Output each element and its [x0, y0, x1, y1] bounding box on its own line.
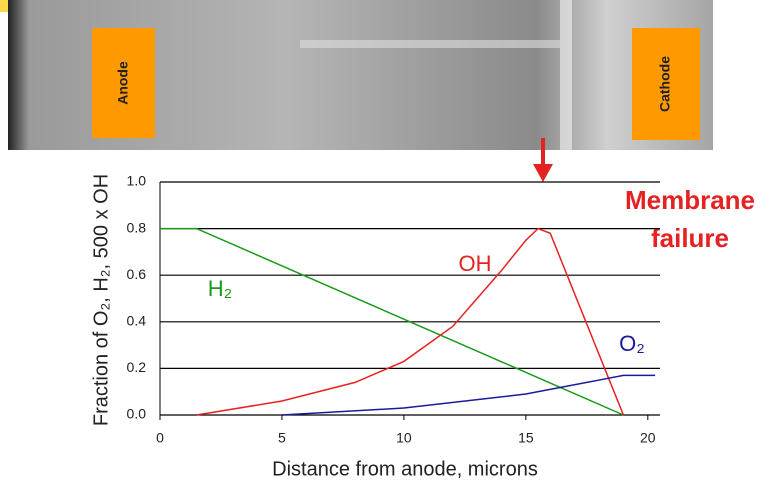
anode-box	[92, 28, 155, 138]
cathode-box	[632, 28, 700, 140]
series-line	[281, 374, 656, 416]
series-label: O₂	[619, 331, 645, 356]
series-label: H₂	[208, 276, 232, 301]
cathode-label: Cathode	[657, 56, 673, 112]
series-line	[160, 227, 624, 416]
x-tick-label: 15	[518, 430, 534, 446]
x-tick-label: 10	[396, 430, 412, 446]
x-axis-label: Distance from anode, microns	[272, 458, 538, 480]
plot: 0.0 0.2 0.4 0.6 0.8 1.0 0 5 10 15 20 H₂ OH O₂	[127, 173, 660, 446]
x-tick-label: 0	[156, 430, 164, 446]
y-tick-label: 0.8	[127, 219, 147, 235]
annotation: Membrane	[625, 185, 755, 215]
y-tick-label: 0.0	[127, 406, 147, 422]
anode-label: Anode	[115, 61, 131, 105]
y-tick-label: 0.6	[127, 266, 147, 282]
x-tick-label: 20	[640, 430, 656, 446]
y-axis-label: Fraction of O₂, H₂, 500 x OH	[90, 174, 112, 426]
x-tick-label: 5	[278, 430, 286, 446]
failure-arrow-head	[533, 164, 553, 182]
image-streak	[300, 40, 560, 48]
y-tick-label: 0.2	[127, 359, 147, 375]
y-tick-label: 0.4	[127, 313, 147, 329]
image-streak	[560, 0, 572, 150]
y-tick-label: 1.0	[127, 173, 147, 189]
annotation: failure	[651, 223, 729, 253]
series-line	[196, 227, 625, 416]
series-label: OH	[459, 251, 492, 276]
